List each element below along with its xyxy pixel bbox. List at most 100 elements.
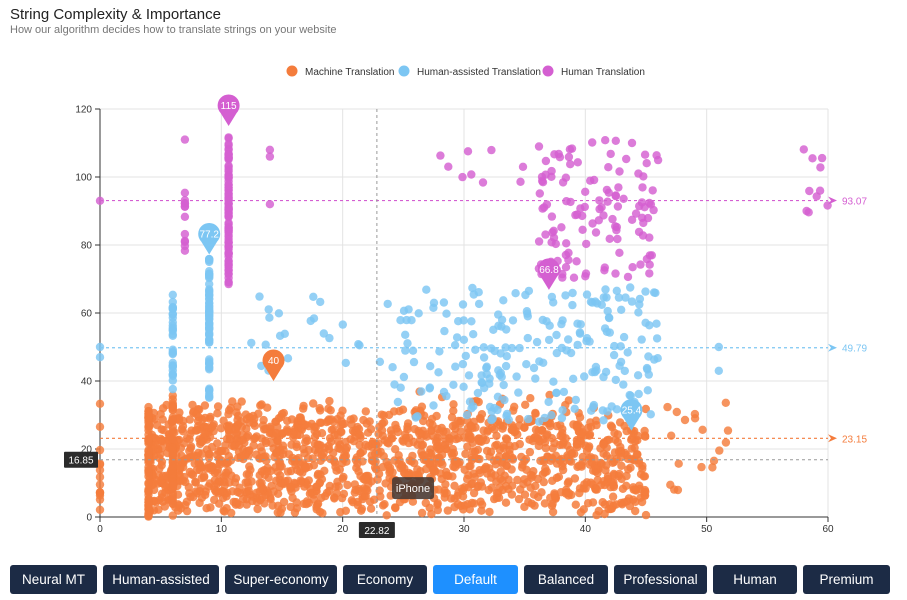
data-point (606, 149, 615, 159)
preset-button-human[interactable]: Human (713, 565, 797, 594)
preset-button-super-economy[interactable]: Super-economy (225, 565, 337, 594)
y-tick-label: 40 (81, 377, 93, 388)
data-point (531, 409, 540, 418)
data-point (216, 446, 225, 456)
data-point (398, 462, 407, 471)
data-point (521, 400, 530, 409)
data-point (477, 437, 486, 446)
data-point (429, 401, 438, 410)
data-point (610, 341, 619, 351)
data-point (237, 397, 246, 406)
data-point (628, 263, 637, 272)
data-point (360, 475, 370, 485)
preset-button-professional[interactable]: Professional (614, 565, 707, 594)
data-point (186, 492, 195, 502)
data-point (449, 380, 458, 389)
data-point (640, 426, 649, 436)
data-point (631, 485, 640, 494)
data-point (548, 507, 558, 517)
data-point (426, 457, 435, 467)
data-point (520, 423, 529, 432)
data-point (422, 285, 431, 294)
data-point (594, 506, 603, 516)
data-point (646, 200, 656, 209)
data-point (427, 509, 436, 519)
data-point (224, 279, 233, 289)
data-point (255, 478, 264, 488)
data-point (721, 398, 730, 407)
data-point (614, 293, 624, 302)
data-point (325, 333, 334, 343)
data-point (557, 343, 567, 353)
data-point (609, 350, 619, 360)
data-point (542, 431, 551, 440)
y-tick-label: 60 (81, 309, 93, 320)
data-point (283, 416, 292, 426)
data-point (416, 435, 425, 444)
legend-swatch-2 (542, 65, 554, 77)
data-point (331, 462, 340, 472)
data-point (552, 348, 561, 358)
data-point (442, 309, 451, 318)
data-point (267, 481, 276, 490)
preset-button-default[interactable]: Default (433, 565, 518, 594)
data-point (157, 425, 166, 434)
data-point (411, 413, 420, 422)
data-point (224, 452, 233, 461)
data-point (450, 463, 460, 472)
data-point (95, 445, 105, 455)
data-point (144, 402, 153, 412)
data-point (444, 162, 453, 171)
data-point (545, 390, 554, 400)
data-point (168, 309, 177, 319)
data-point (714, 366, 723, 375)
data-point (538, 178, 548, 187)
assisted-marker-2-label: 25.4 (622, 406, 642, 417)
human-marker-2-pin (537, 258, 560, 290)
data-point (624, 465, 633, 474)
data-point (614, 183, 623, 192)
data-point (224, 406, 234, 415)
data-point (626, 391, 635, 401)
data-point (224, 205, 233, 214)
data-point (623, 272, 633, 282)
data-point (168, 428, 177, 437)
data-point (445, 434, 454, 444)
data-point (570, 474, 580, 483)
data-point (548, 476, 557, 485)
data-point (637, 198, 647, 207)
data-point (697, 462, 706, 472)
data-point (547, 292, 557, 302)
preset-button-premium[interactable]: Premium (803, 565, 890, 594)
data-point (492, 440, 502, 449)
data-point (652, 319, 661, 328)
data-point (549, 377, 558, 386)
data-point (499, 296, 508, 305)
data-point (458, 300, 468, 309)
data-point (521, 455, 531, 464)
data-point (335, 444, 345, 454)
data-point (453, 500, 463, 509)
data-point (561, 263, 571, 272)
data-point (338, 474, 347, 483)
data-point (192, 409, 201, 419)
data-point (334, 437, 343, 446)
assisted-marker-pin (198, 222, 221, 255)
preset-button-neural-mt[interactable]: Neural MT (10, 565, 97, 594)
data-point (434, 368, 443, 377)
data-point (244, 486, 253, 496)
data-point (667, 431, 676, 440)
data-point (603, 197, 612, 206)
data-point (213, 409, 222, 418)
preset-button-economy[interactable]: Economy (343, 565, 427, 594)
data-point (474, 299, 484, 309)
preset-button-human-assisted[interactable]: Human-assisted (103, 565, 219, 594)
data-point (558, 465, 568, 475)
data-point (628, 495, 638, 504)
data-point (592, 420, 601, 430)
preset-button-balanced[interactable]: Balanced (524, 565, 608, 594)
data-point (469, 330, 478, 339)
data-point (252, 497, 262, 506)
data-point (530, 501, 539, 510)
data-point (186, 429, 195, 438)
